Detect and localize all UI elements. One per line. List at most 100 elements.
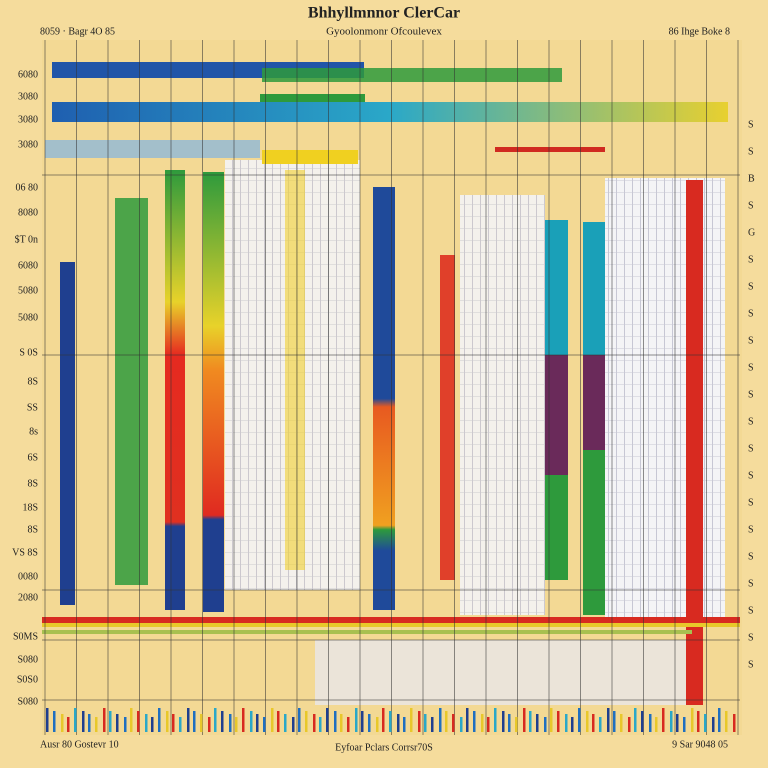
hbar — [262, 150, 358, 164]
vbar — [165, 170, 185, 610]
tick-bar — [298, 708, 301, 732]
vbar — [60, 262, 75, 605]
tick-bar — [712, 717, 715, 732]
left-label: 2080 — [18, 592, 38, 603]
left-label: 6080 — [18, 260, 38, 271]
right-label: S — [748, 308, 754, 319]
right-label: S — [748, 254, 754, 265]
vbar — [583, 450, 605, 615]
tick-bar — [481, 714, 484, 732]
right-label: S — [748, 659, 754, 670]
right-label: S — [748, 119, 754, 130]
tick-bar — [733, 714, 736, 732]
tick-bar — [557, 711, 560, 732]
tick-bar — [340, 714, 343, 732]
right-label: S — [748, 335, 754, 346]
right-label: S — [748, 146, 754, 157]
tick-bar — [544, 717, 547, 732]
tick-bar — [305, 711, 308, 732]
left-label: 18S — [22, 502, 38, 513]
left-label: 5080 — [18, 285, 38, 296]
tick-bar — [718, 708, 721, 732]
tick-bar — [571, 717, 574, 732]
hbar — [52, 102, 728, 122]
tick-bar — [502, 711, 505, 732]
tick-bar — [508, 714, 511, 732]
tick-bar — [313, 714, 316, 732]
tick-bar — [250, 711, 253, 732]
tick-bar — [662, 708, 665, 732]
left-label: 6080 — [18, 69, 38, 80]
right-label: S — [748, 524, 754, 535]
left-label: 3080 — [18, 114, 38, 125]
tick-bar — [355, 708, 358, 732]
tick-bar — [613, 711, 616, 732]
tick-bar — [445, 711, 448, 732]
tick-bar — [550, 708, 553, 732]
vbar — [583, 222, 605, 355]
tick-bar — [586, 711, 589, 732]
tick-bar — [208, 717, 211, 732]
tick-bar — [235, 717, 238, 732]
tick-bar — [172, 714, 175, 732]
tick-bar — [151, 717, 154, 732]
left-label: S080 — [17, 654, 38, 665]
tick-bar — [460, 717, 463, 732]
left-label: 6S — [27, 452, 38, 463]
vbar — [373, 187, 395, 610]
tick-bar — [403, 717, 406, 732]
tick-bar — [466, 708, 469, 732]
tick-bar — [116, 714, 119, 732]
hbar — [495, 147, 605, 152]
right-label: S — [748, 389, 754, 400]
vbar — [583, 355, 605, 450]
vbar — [285, 170, 305, 570]
tick-bar — [229, 714, 232, 732]
tick-bar — [389, 711, 392, 732]
tick-bar — [439, 708, 442, 732]
tick-bar — [592, 714, 595, 732]
left-label: SS — [27, 402, 38, 413]
tick-bar — [256, 714, 259, 732]
tick-bar — [628, 717, 631, 732]
tick-bar — [221, 711, 224, 732]
right-label: S — [748, 281, 754, 292]
tick-bar — [649, 714, 652, 732]
tick-bar — [361, 711, 364, 732]
tick-bar — [166, 711, 169, 732]
tick-bar — [655, 717, 658, 732]
tick-bar — [368, 714, 371, 732]
left-label: 3080 — [18, 139, 38, 150]
tick-bar — [704, 714, 707, 732]
tick-bar — [109, 711, 112, 732]
vbar — [203, 172, 224, 612]
tick-bar — [193, 711, 196, 732]
right-label: S — [748, 497, 754, 508]
tick-bar — [620, 714, 623, 732]
vbar — [545, 220, 568, 355]
tick-bar — [284, 714, 287, 732]
left-label: 8S — [27, 478, 38, 489]
tick-bar — [452, 714, 455, 732]
vbar — [440, 255, 455, 580]
tick-bar — [158, 708, 161, 732]
tick-bar — [263, 717, 266, 732]
tick-bar — [124, 717, 127, 732]
tick-bar — [725, 711, 728, 732]
tick-bar — [103, 708, 106, 732]
left-label: S 0S — [19, 347, 38, 358]
tick-bar — [515, 717, 518, 732]
tick-bar — [292, 717, 295, 732]
right-label: S — [748, 632, 754, 643]
tick-bar — [277, 711, 280, 732]
left-label: VS 8S — [12, 547, 38, 558]
tick-bar — [523, 708, 526, 732]
tick-bar — [494, 708, 497, 732]
vbar — [686, 180, 703, 705]
tick-bar — [683, 717, 686, 732]
hbar — [45, 140, 260, 158]
tick-bar — [536, 714, 539, 732]
tick-bar — [424, 714, 427, 732]
tick-bar — [67, 717, 70, 732]
